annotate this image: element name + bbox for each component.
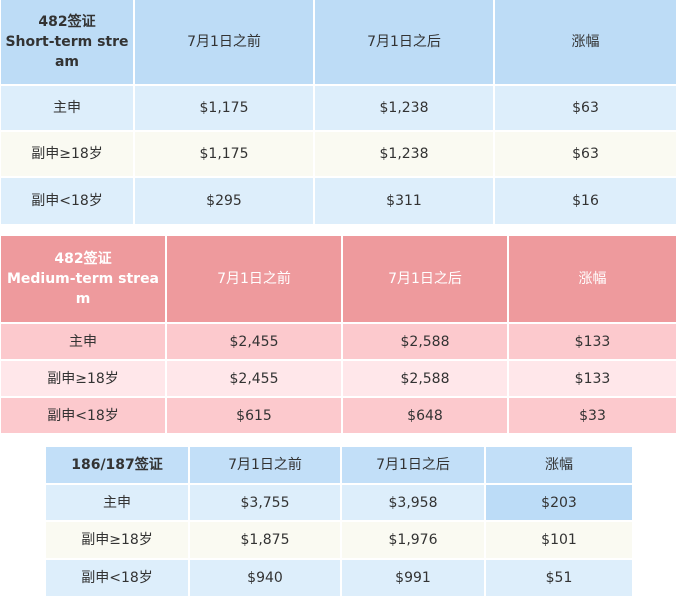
fee-after: $1,238 (315, 132, 495, 178)
stream-label: Medium-term stream (6, 271, 160, 307)
row-label: 副申<18岁 (1, 398, 167, 433)
fee-increase: $63 (495, 86, 676, 132)
fee-before: $2,455 (167, 361, 343, 398)
visa-header-cell: 482签证 Short-term stream (1, 0, 135, 86)
table-header-row: 186/187签证 7月1日之前 7月1日之后 涨幅 (46, 447, 632, 485)
row-label: 副申<18岁 (46, 560, 190, 596)
column-header-increase: 涨幅 (509, 236, 676, 324)
fee-increase: $33 (509, 398, 676, 433)
row-label: 主申 (1, 324, 167, 361)
row-label: 副申<18岁 (1, 178, 135, 224)
fee-increase: $63 (495, 132, 676, 178)
table-row: 副申<18岁 $295 $311 $16 (1, 178, 676, 224)
visa-header-cell: 186/187签证 (46, 447, 190, 485)
column-header-before: 7月1日之前 (135, 0, 315, 86)
table-header-row: 482签证 Short-term stream 7月1日之前 7月1日之后 涨幅 (1, 0, 676, 86)
table-row: 副申≥18岁 $1,875 $1,976 $101 (46, 522, 632, 560)
fee-increase: $203 (486, 485, 632, 522)
fee-before: $940 (190, 560, 342, 596)
column-header-after: 7月1日之后 (343, 236, 509, 324)
fee-after: $2,588 (343, 361, 509, 398)
fee-before: $295 (135, 178, 315, 224)
short-term-fee-table: 482签证 Short-term stream 7月1日之前 7月1日之后 涨幅… (1, 0, 676, 224)
fee-after: $1,976 (342, 522, 486, 560)
table-row: 主申 $3,755 $3,958 $203 (46, 485, 632, 522)
table-row: 副申<18岁 $940 $991 $51 (46, 560, 632, 596)
table-row: 副申<18岁 $615 $648 $33 (1, 398, 676, 433)
row-label: 主申 (1, 86, 135, 132)
row-label: 副申≥18岁 (1, 361, 167, 398)
fee-before: $1,175 (135, 86, 315, 132)
column-header-after: 7月1日之后 (342, 447, 486, 485)
fee-after: $1,238 (315, 86, 495, 132)
fee-increase: $101 (486, 522, 632, 560)
fee-after: $991 (342, 560, 486, 596)
table-row: 副申≥18岁 $2,455 $2,588 $133 (1, 361, 676, 398)
visa-label: 482签证 (54, 251, 112, 267)
medium-term-fee-table: 482签证 Medium-term stream 7月1日之前 7月1日之后 涨… (1, 236, 676, 433)
fee-before: $1,175 (135, 132, 315, 178)
column-header-increase: 涨幅 (486, 447, 632, 485)
fee-before: $1,875 (190, 522, 342, 560)
stream-label: Short-term stream (5, 34, 129, 70)
row-label: 副申≥18岁 (46, 522, 190, 560)
visa-label: 482签证 (38, 14, 96, 30)
fee-before: $3,755 (190, 485, 342, 522)
fee-increase: $51 (486, 560, 632, 596)
fee-before: $2,455 (167, 324, 343, 361)
visa-header-cell: 482签证 Medium-term stream (1, 236, 167, 324)
fee-after: $3,958 (342, 485, 486, 522)
visa-186-187-fee-table: 186/187签证 7月1日之前 7月1日之后 涨幅 主申 $3,755 $3,… (46, 447, 632, 596)
fee-increase: $16 (495, 178, 676, 224)
row-label: 副申≥18岁 (1, 132, 135, 178)
fee-increase: $133 (509, 324, 676, 361)
fee-after: $2,588 (343, 324, 509, 361)
fee-before: $615 (167, 398, 343, 433)
row-label: 主申 (46, 485, 190, 522)
column-header-before: 7月1日之前 (190, 447, 342, 485)
fee-increase: $133 (509, 361, 676, 398)
column-header-before: 7月1日之前 (167, 236, 343, 324)
table-row: 主申 $2,455 $2,588 $133 (1, 324, 676, 361)
table-row: 主申 $1,175 $1,238 $63 (1, 86, 676, 132)
column-header-after: 7月1日之后 (315, 0, 495, 86)
table-row: 副申≥18岁 $1,175 $1,238 $63 (1, 132, 676, 178)
column-header-increase: 涨幅 (495, 0, 676, 86)
fee-after: $648 (343, 398, 509, 433)
table-header-row: 482签证 Medium-term stream 7月1日之前 7月1日之后 涨… (1, 236, 676, 324)
fee-after: $311 (315, 178, 495, 224)
